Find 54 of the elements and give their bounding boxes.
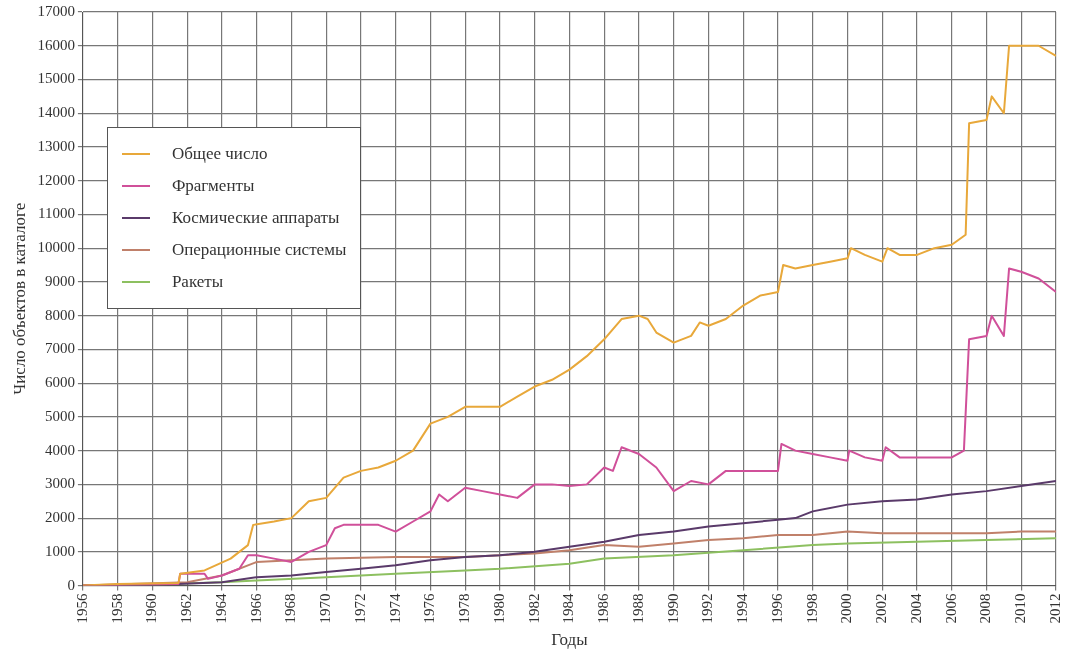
x-tick-label: 1970 — [317, 593, 334, 624]
x-tick-label: 2012 — [1046, 593, 1063, 624]
x-tick-label: 1958 — [108, 593, 125, 624]
y-tick-label: 11000 — [37, 205, 75, 222]
x-tick-label: 1996 — [768, 593, 785, 624]
x-tick-label: 1976 — [421, 593, 438, 624]
x-tick-label: 1966 — [247, 593, 264, 624]
y-tick-label: 15000 — [37, 70, 75, 87]
y-tick-label: 12000 — [37, 171, 75, 188]
x-tick-label: 1960 — [143, 593, 160, 624]
x-tick-label: 1992 — [699, 593, 716, 624]
y-tick-label: 1000 — [44, 542, 75, 559]
y-tick-label: 8000 — [44, 306, 75, 323]
legend-label: Операционные системы — [171, 240, 347, 260]
x-tick-label: 2002 — [873, 593, 890, 624]
y-axis-title: Число объектов в каталоге — [9, 202, 29, 395]
x-tick-label: 1972 — [351, 593, 368, 624]
x-tick-label: 1956 — [73, 593, 90, 624]
x-tick-label: 1968 — [282, 593, 299, 624]
x-tick-label: 1986 — [595, 593, 612, 624]
y-tick-label: 3000 — [44, 475, 75, 492]
x-axis-title: Годы — [551, 630, 589, 650]
y-tick-label: 14000 — [37, 104, 75, 121]
y-tick-label: 16000 — [37, 36, 75, 53]
x-tick-label: 1990 — [664, 593, 681, 624]
x-tick-label: 1994 — [734, 593, 751, 624]
x-tick-label: 1998 — [803, 593, 820, 624]
x-tick-label: 2010 — [1012, 593, 1029, 624]
legend-label: Космические аппараты — [171, 208, 340, 228]
legend-label: Фрагменты — [171, 176, 255, 196]
x-tick-label: 1988 — [629, 593, 646, 624]
x-tick-label: 1978 — [456, 593, 473, 624]
x-tick-label: 1984 — [560, 593, 577, 624]
legend-label: Ракеты — [171, 272, 224, 292]
x-tick-label: 2008 — [977, 593, 994, 624]
y-tick-label: 0 — [67, 576, 75, 593]
legend-label: Общее число — [171, 144, 268, 164]
x-tick-label: 1982 — [525, 593, 542, 624]
y-tick-label: 17000 — [37, 2, 75, 19]
y-tick-label: 5000 — [44, 407, 75, 424]
x-tick-label: 1980 — [490, 593, 507, 624]
x-tick-label: 2000 — [838, 593, 855, 624]
x-tick-label: 1964 — [212, 593, 229, 624]
y-tick-label: 4000 — [44, 441, 75, 458]
y-tick-label: 10000 — [37, 239, 75, 256]
y-tick-label: 7000 — [44, 340, 75, 357]
y-tick-label: 2000 — [44, 509, 75, 526]
x-tick-label: 1962 — [178, 593, 195, 624]
y-tick-label: 13000 — [37, 137, 75, 154]
x-tick-label: 2004 — [907, 593, 924, 624]
y-tick-label: 9000 — [44, 272, 75, 289]
x-tick-label: 2006 — [942, 593, 959, 624]
x-tick-label: 1974 — [386, 593, 403, 624]
y-tick-label: 6000 — [44, 374, 75, 391]
